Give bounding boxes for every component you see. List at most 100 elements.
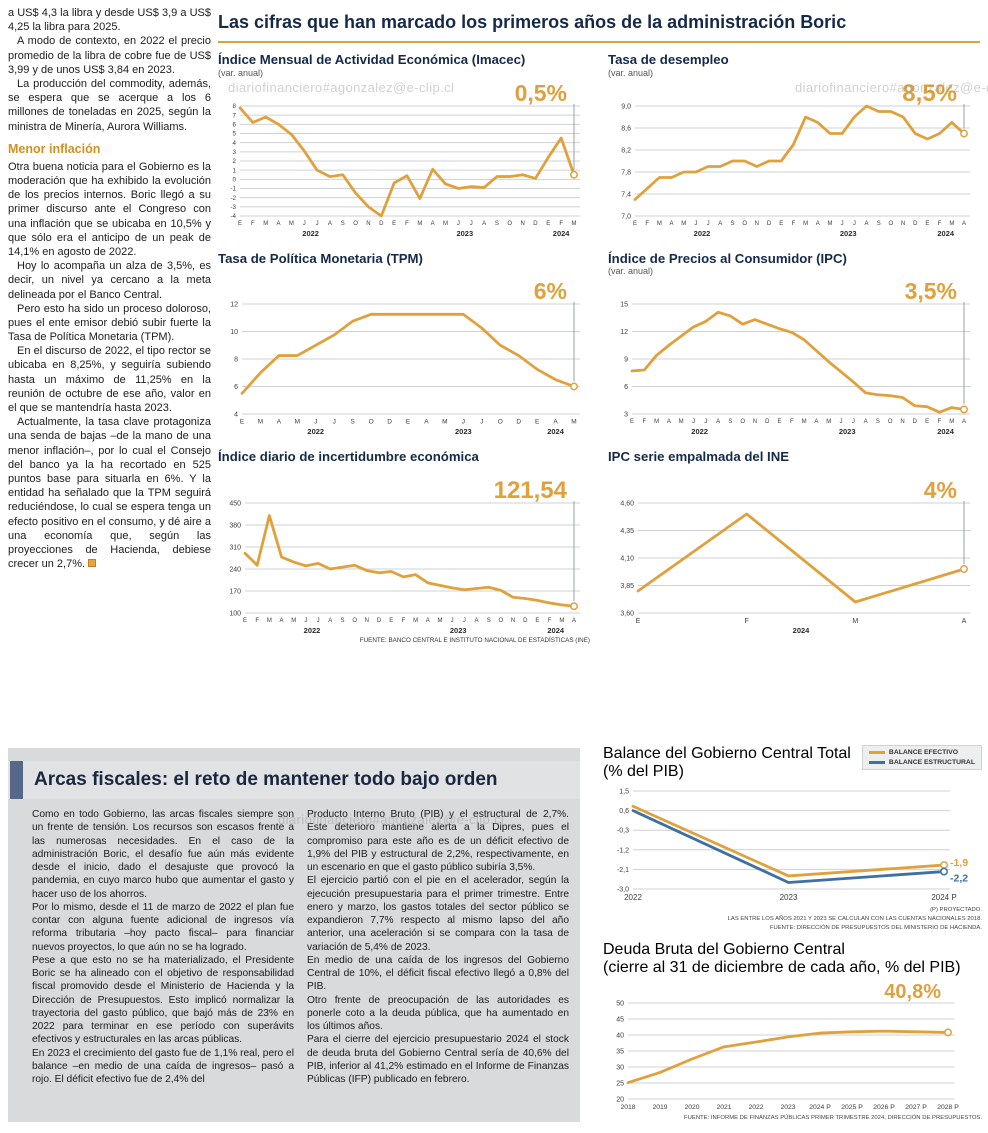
svg-text:F: F	[548, 618, 552, 624]
ipc-empalmada-line-chart: 4,60 4,35 4,10 3,85 3,60 E F M A 2024 4%	[608, 477, 980, 635]
svg-text:O: O	[740, 419, 745, 425]
svg-text:2026 P: 2026 P	[873, 1104, 895, 1111]
svg-text:A: A	[277, 221, 281, 227]
fiscal-paragraph: Producto Interno Bruto (PIB) y el estruc…	[307, 809, 569, 873]
svg-text:M: M	[679, 419, 684, 425]
svg-text:E: E	[630, 419, 634, 425]
svg-text:7,8: 7,8	[621, 169, 631, 176]
svg-text:2021: 2021	[716, 1104, 731, 1111]
svg-text:A: A	[865, 221, 869, 227]
article-paragraph: Hoy lo acompaña un alza de 3,5%, es deci…	[8, 260, 211, 301]
incertidumbre-line-chart: 450 380 310 240 170 100 E F M A M J J A S O N D E F M A M J J A S O…	[218, 477, 590, 635]
svg-text:J: J	[694, 221, 697, 227]
svg-text:2024: 2024	[937, 229, 955, 238]
svg-text:40,8%: 40,8%	[884, 981, 941, 1003]
svg-text:M: M	[827, 221, 832, 227]
chart-footnotes: FUENTE: INFORME DE FINANZAS PÚBLICAS PRI…	[603, 1114, 982, 1123]
svg-text:O: O	[353, 221, 358, 227]
chart-title: Índice de Precios al Consumidor (IPC)	[608, 250, 847, 266]
chart-deuda: Deuda Bruta del Gobierno Central (cierre…	[603, 941, 982, 1123]
svg-text:A: A	[426, 618, 430, 624]
svg-text:E: E	[240, 419, 245, 426]
svg-text:-2,2: -2,2	[950, 873, 968, 885]
svg-text:F: F	[790, 419, 794, 425]
svg-text:A: A	[553, 419, 558, 426]
svg-text:1: 1	[233, 167, 237, 174]
svg-text:25: 25	[616, 1081, 624, 1088]
svg-text:2023: 2023	[456, 229, 473, 238]
footnote: LAS ENTRE LOS AÑOS 2021 Y 2023 SE CALCUL…	[727, 916, 982, 923]
svg-text:M: M	[413, 618, 418, 624]
section-heading: Menor inflación	[8, 141, 101, 156]
svg-text:M: M	[417, 221, 422, 227]
svg-text:E: E	[925, 221, 929, 227]
svg-text:O: O	[369, 419, 374, 426]
svg-text:2023: 2023	[455, 427, 472, 436]
svg-text:O: O	[888, 419, 893, 425]
footnote: (P) PROYECTADO.	[930, 907, 982, 913]
svg-text:4%: 4%	[924, 477, 957, 503]
svg-text:N: N	[511, 618, 515, 624]
chart-title: Tasa de Política Monetaria (TPM)	[218, 250, 423, 266]
fiscal-columns: Como en todo Gobierno, las arcas fiscale…	[8, 799, 580, 1086]
article-paragraph-text: Actualmente, la tasa clave protagoniza u…	[8, 416, 211, 571]
svg-text:J: J	[316, 221, 319, 227]
svg-text:E: E	[778, 419, 782, 425]
svg-text:A: A	[962, 618, 967, 625]
deuda-line-chart: 50 45 40 35 30 25 20 2018 2019 2020 2021 2022 2023 20…	[603, 977, 982, 1113]
fiscal-header: Arcas fiscales: el reto de mantener todo…	[8, 761, 580, 799]
svg-text:2024: 2024	[793, 626, 811, 635]
svg-text:12: 12	[620, 329, 628, 336]
svg-text:9,0: 9,0	[621, 103, 631, 110]
svg-text:50: 50	[616, 1001, 624, 1008]
svg-text:0,6: 0,6	[619, 808, 629, 815]
svg-text:7,4: 7,4	[621, 191, 631, 198]
svg-text:J: J	[470, 221, 473, 227]
chart-subtitle	[608, 465, 980, 477]
svg-text:M: M	[803, 221, 808, 227]
svg-text:3,5%: 3,5%	[905, 278, 957, 304]
svg-text:D: D	[533, 221, 538, 227]
svg-text:A: A	[864, 419, 868, 425]
svg-text:O: O	[498, 419, 503, 426]
svg-text:N: N	[520, 221, 524, 227]
fiscal-paragraph: Para el cierre del ejercicio presupuesta…	[307, 1034, 569, 1085]
infographic-title: Las cifras que han marcado los primeros …	[218, 12, 980, 43]
svg-text:A: A	[718, 221, 722, 227]
svg-text:15: 15	[620, 302, 628, 309]
svg-text:F: F	[745, 618, 749, 625]
svg-text:A: A	[328, 221, 332, 227]
svg-text:A: A	[482, 221, 486, 227]
legend-item-estructural: BALANCE ESTRUCTURAL	[868, 759, 975, 766]
svg-text:0,5%: 0,5%	[515, 80, 567, 106]
legend: BALANCE EFECTIVO BALANCE ESTRUCTURAL	[861, 745, 982, 770]
svg-text:F: F	[642, 419, 646, 425]
ipc-line-chart: 15 12 9 6 3 E F M A M J J A S O N D E F M A M J J A S O N D E F M A 2022 2…	[608, 278, 980, 436]
article-paragraph: A modo de contexto, en 2022 el precio pr…	[8, 35, 211, 76]
svg-text:D: D	[516, 419, 521, 426]
chart-title: Deuda Bruta del Gobierno Central	[603, 941, 845, 959]
svg-text:S: S	[728, 419, 732, 425]
article-paragraph: a US$ 4,3 la libra y desde US$ 3,9 a US$…	[8, 7, 211, 34]
svg-text:3: 3	[624, 412, 628, 419]
svg-text:J: J	[333, 419, 336, 426]
svg-text:F: F	[402, 618, 406, 624]
svg-text:5: 5	[233, 130, 237, 137]
svg-text:M: M	[291, 618, 296, 624]
chart-ipc: Índice de Precios al Consumidor (IPC) (v…	[608, 250, 980, 436]
svg-text:N: N	[753, 419, 757, 425]
svg-text:S: S	[495, 221, 499, 227]
chart-title: Balance del Gobierno Central Total	[603, 745, 851, 762]
svg-text:2019: 2019	[652, 1104, 667, 1111]
svg-text:8,5%: 8,5%	[902, 80, 957, 107]
svg-text:N: N	[901, 221, 905, 227]
svg-text:E: E	[546, 221, 550, 227]
svg-text:M: M	[437, 618, 442, 624]
svg-text:J: J	[303, 221, 306, 227]
svg-text:A: A	[280, 618, 284, 624]
svg-text:100: 100	[229, 610, 241, 617]
chart-subtitle	[218, 266, 590, 278]
svg-text:2023: 2023	[780, 893, 798, 902]
svg-text:D: D	[913, 419, 918, 425]
chart-incertidumbre: Índice diario de incertidumbre económica…	[218, 450, 590, 644]
